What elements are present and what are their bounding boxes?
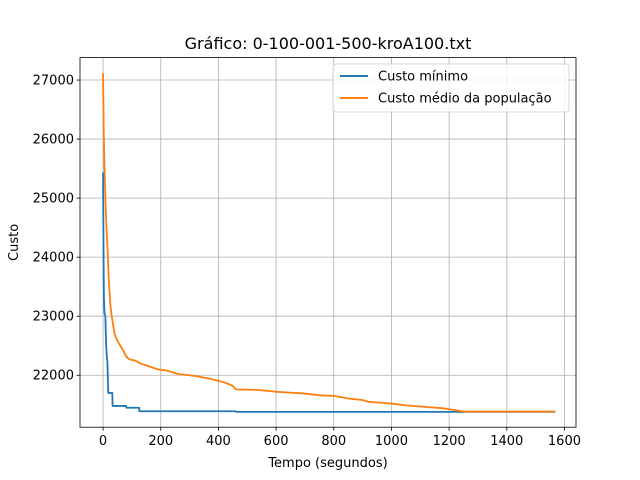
grid [80,57,576,428]
y-tick-label: 22000 [33,369,74,384]
legend-box [332,63,570,113]
legend-label-custo-medio: Custo médio da população [378,92,552,107]
x-tick-label: 200 [148,434,173,449]
chart-title: Gráfico: 0-100-001-500-kroA100.txt [185,34,472,53]
y-tick-label: 26000 [33,133,74,148]
plot-frame [79,57,577,428]
y-axis-title: Custo [7,224,22,261]
x-tick-label: 1400 [490,434,523,449]
x-tick-label: 400 [206,434,231,449]
y-tick-label: 24000 [33,251,74,266]
y-tick-label: 23000 [33,310,74,325]
x-tick-label: 1600 [548,434,581,449]
series-line-1 [102,73,556,413]
y-tick-label: 25000 [33,192,74,207]
x-axis-title: Tempo (segundos) [267,456,387,471]
y-tick-label: 27000 [33,74,74,89]
x-tick-label: 1000 [375,434,408,449]
x-tick-label: 600 [264,434,289,449]
axis-ticks: 0 200 400 600 800 1000 1200 1400 1600 22000 23000 2… [33,74,581,450]
plot-lines [102,73,556,413]
x-tick-label: 0 [99,434,107,449]
legend: Custo mínimo Custo médio da população [332,63,570,113]
legend-label-custo-minimo: Custo mínimo [378,70,468,85]
x-tick-label: 800 [321,434,346,449]
series-line-0 [102,172,556,413]
x-tick-label: 1200 [433,434,466,449]
